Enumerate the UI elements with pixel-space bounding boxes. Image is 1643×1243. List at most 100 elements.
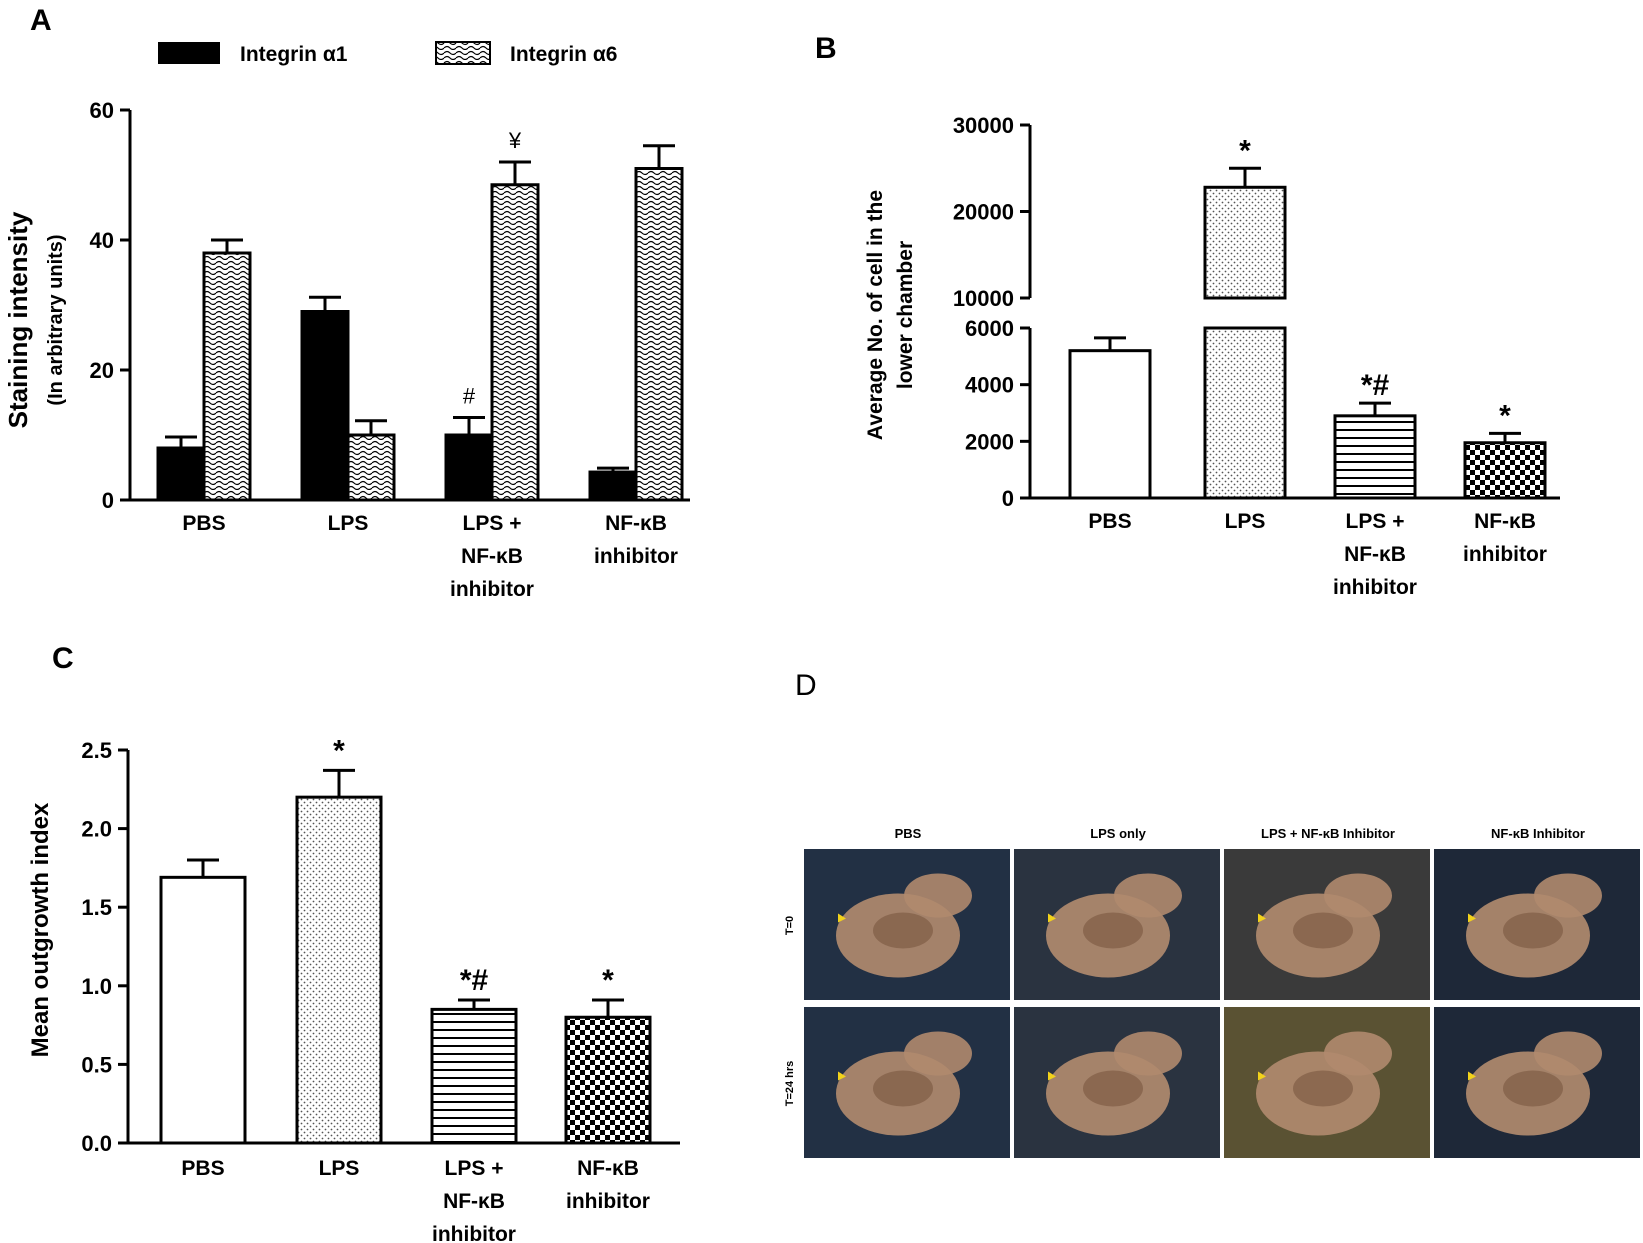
panel-d-photo [802, 847, 1012, 1002]
panel-b-chart: Average No. of cell in the lower chamber… [864, 113, 1560, 599]
outgrowth-arrow-icon [1258, 913, 1266, 923]
panel-b-bar [1203, 185, 1287, 300]
outgrowth-arrow-icon [1048, 913, 1056, 923]
panel-b-y-tick-label: 20000 [953, 200, 1014, 225]
panel-letter-c: C [52, 642, 74, 675]
panel-b-y-tick-label: 6000 [965, 316, 1014, 341]
panel-c-bar [159, 875, 247, 1145]
panel-c-significance-label: * [602, 964, 614, 997]
panel-a-y-tick-label: 0 [102, 488, 114, 513]
outgrowth-arrow-icon [838, 1071, 846, 1081]
panel-a-y-tick-label: 20 [90, 358, 114, 383]
panel-d-column-title: LPS + NF-κB Inhibitor [1261, 826, 1395, 841]
panel-b-category-label-line-1: NF-κB [1344, 543, 1406, 566]
panel-a-bar-integrin-a6 [490, 183, 540, 502]
panel-a-significance-label: # [463, 383, 476, 408]
panel-c-significance-label: *# [460, 964, 489, 997]
panel-b-bar [1463, 441, 1547, 500]
panel-b-y-tick-label: 2000 [965, 429, 1014, 454]
panel-b-significance-label: *# [1361, 369, 1390, 402]
panel-d-photo [802, 1005, 1012, 1160]
panel-c-bar [430, 1007, 518, 1145]
panel-b-y-tick-label: 0 [1002, 486, 1014, 511]
panel-a-y-axis-subtitle: (In arbitrary units) [45, 234, 67, 405]
panel-c-chart: Mean outgrowth index 0.00.51.01.52.02.5 … [27, 734, 680, 1243]
panel-b-bar [1333, 414, 1417, 500]
tissue-explant-lobe [1324, 873, 1392, 918]
panel-a-y-tick-label: 40 [90, 228, 114, 253]
panel-a-bar-integrin-a6 [346, 433, 396, 502]
panel-b-y-tick-label: 4000 [965, 373, 1014, 398]
tissue-explant-lobe [1324, 1031, 1392, 1076]
panel-a-category-label-line-2: inhibitor [450, 578, 534, 601]
panel-d-row-label: T=0 [784, 916, 796, 935]
tissue-explant-lobe [1114, 1031, 1182, 1076]
panel-b-significance-label: * [1499, 399, 1511, 432]
outgrowth-arrow-icon [1468, 913, 1476, 923]
panel-c-bar [564, 1015, 652, 1145]
panel-a-chart: Integrin α1 Integrin α6 Staining intensi… [3, 41, 690, 601]
panel-b-category-label-line-2: inhibitor [1333, 576, 1417, 599]
legend-swatch-integrin-a6 [435, 41, 491, 65]
panel-c-y-tick-label: 0.5 [81, 1052, 112, 1077]
tissue-explant-core [1503, 912, 1563, 949]
outgrowth-arrow-icon [1258, 1071, 1266, 1081]
tissue-explant-lobe [904, 1031, 972, 1076]
panel-c-y-tick-label: 1.5 [81, 895, 112, 920]
panel-d-photo [1012, 847, 1222, 1002]
panel-d-photo-grid: PBS LPS only LPS + NF-κB Inhibitor NF-κB In… [784, 826, 1642, 1160]
panel-c-bar [295, 795, 383, 1145]
panel-b-category-label-line-1: inhibitor [1463, 543, 1547, 566]
panel-c-category-label-line-0: NF-κB [577, 1157, 639, 1180]
panel-a-bar-integrin-a1 [588, 470, 638, 502]
tissue-explant-core [1083, 1070, 1143, 1107]
panel-a-category-label-line-1: NF-κB [461, 545, 523, 568]
panel-b-category-label-line-0: PBS [1088, 510, 1131, 533]
panel-d-photo [1432, 847, 1642, 1002]
panel-c-category-label-line-2: inhibitor [432, 1223, 516, 1243]
panel-c-y-tick-label: 2.0 [81, 817, 112, 842]
panel-c-y-tick-label: 2.5 [81, 738, 112, 763]
panel-c-category-label-line-1: inhibitor [566, 1190, 650, 1213]
panel-a-bar-integrin-a1 [444, 433, 494, 502]
panel-b-y-axis-title-line2: lower chamber [894, 241, 917, 389]
panel-b-y-axis-title-line1: Average No. of cell in the [864, 190, 887, 440]
panel-d-photo [1432, 1005, 1642, 1160]
tissue-explant-core [873, 912, 933, 949]
panel-d-photo [1222, 1005, 1432, 1160]
panel-d-row-label: T=24 hrs [784, 1061, 796, 1107]
panel-a-y-axis-title: Staining intensity [3, 211, 33, 428]
tissue-explant-core [1083, 912, 1143, 949]
panel-a-y-tick-label: 60 [90, 98, 114, 123]
panel-a-bar-integrin-a6 [634, 167, 684, 502]
panel-a-category-label-line-0: NF-κB [605, 512, 667, 535]
panel-a-bar-integrin-a6 [202, 251, 252, 502]
panel-c-category-label-line-0: LPS [319, 1157, 360, 1180]
panel-c-category-label-line-0: PBS [181, 1157, 224, 1180]
tissue-explant-lobe [1114, 873, 1182, 918]
panel-a-category-label-line-1: inhibitor [594, 545, 678, 568]
panel-a-category-label-line-0: LPS + [463, 512, 522, 535]
panel-d-photo [1012, 1005, 1222, 1160]
panel-b-bar [1068, 349, 1152, 500]
panel-c-category-label-line-0: LPS + [445, 1157, 504, 1180]
legend-label-integrin-a1: Integrin α1 [240, 43, 348, 66]
panel-letter-a: A [30, 4, 52, 37]
tissue-explant-lobe [904, 873, 972, 918]
panel-a-category-label-line-0: PBS [182, 512, 225, 535]
panel-a-legend: Integrin α1 Integrin α6 [158, 41, 617, 66]
panel-c-y-axis-title: Mean outgrowth index [27, 802, 54, 1057]
panel-letter-b: B [815, 32, 837, 65]
outgrowth-arrow-icon [838, 913, 846, 923]
panel-a-bar-integrin-a1 [156, 446, 206, 502]
panel-c-category-label-line-1: NF-κB [443, 1190, 505, 1213]
outgrowth-arrow-icon [1048, 1071, 1056, 1081]
panel-d-column-title: LPS only [1090, 826, 1146, 841]
tissue-explant-core [873, 1070, 933, 1107]
panel-letter-d: D [795, 669, 817, 702]
panel-b-y-tick-label: 30000 [953, 113, 1014, 138]
panel-d-column-title: PBS [895, 826, 922, 841]
panel-d-column-title: NF-κB Inhibitor [1491, 826, 1585, 841]
panel-c-significance-label: * [333, 734, 345, 767]
